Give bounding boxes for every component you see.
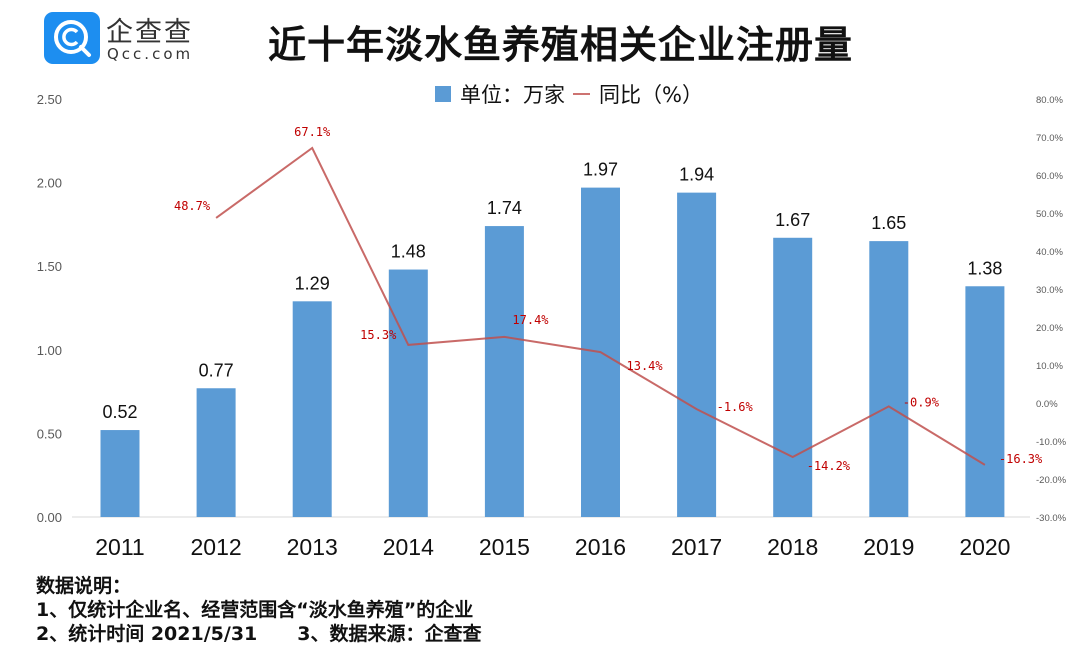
y-axis-tick-label: 2.50 <box>37 92 62 107</box>
yoy-data-label: -16.3% <box>999 452 1043 466</box>
chart-legend: 单位：万家 同比（%） <box>435 80 703 108</box>
notes-source: 3、数据来源：企查查 <box>297 623 482 645</box>
y2-axis-tick-label: 60.0% <box>1036 171 1063 182</box>
yoy-data-label: 48.7% <box>174 199 211 213</box>
legend-line-swatch <box>573 93 590 95</box>
yoy-data-label: 17.4% <box>512 313 549 327</box>
qcc-logo-icon <box>54 20 91 57</box>
y2-axis-tick-label: 40.0% <box>1036 247 1063 258</box>
legend-bar-label: 单位：万家 <box>460 83 565 107</box>
bar-data-label: 1.94 <box>679 165 714 185</box>
brand-name-en: Qcc.com <box>107 45 194 63</box>
bar-data-label: 0.77 <box>199 360 234 380</box>
y2-axis-tick-label: -10.0% <box>1036 437 1067 448</box>
data-notes: 数据说明： 1、仅统计企业名、经营范围含“淡水鱼养殖”的企业 2、统计时间 20… <box>36 574 482 646</box>
bar-data-label: 0.52 <box>102 402 137 422</box>
yoy-data-label: -14.2% <box>807 459 851 473</box>
y2-axis-tick-label: 80.0% <box>1036 95 1063 106</box>
y2-axis-tick-label: 20.0% <box>1036 323 1063 334</box>
x-axis-tick-label: 2011 <box>95 534 144 560</box>
x-axis-tick-label: 2013 <box>287 534 338 560</box>
yoy-data-label: 15.3% <box>360 328 397 342</box>
brand-name-cn: 企查查 <box>106 17 193 48</box>
bar <box>677 192 717 517</box>
yoy-data-label: -1.6% <box>717 400 754 414</box>
y2-axis-tick-label: 0.0% <box>1036 399 1058 410</box>
x-axis-tick-label: 2017 <box>671 534 722 560</box>
bar <box>484 226 524 517</box>
yoy-data-label: 67.1% <box>294 125 331 139</box>
y-axis-tick-label: 2.00 <box>37 176 62 191</box>
yoy-data-label: -0.9% <box>903 395 940 409</box>
x-axis-tick-label: 2018 <box>767 534 818 560</box>
y-axis-tick-label: 0.50 <box>37 426 62 441</box>
y2-axis-tick-label: 30.0% <box>1036 285 1063 296</box>
y2-axis-tick-label: -20.0% <box>1036 475 1067 486</box>
x-axis-tick-label: 2016 <box>575 534 626 560</box>
bar <box>773 237 813 517</box>
bar-data-label: 1.67 <box>775 210 810 230</box>
bar <box>100 430 140 517</box>
yoy-data-label: 13.4% <box>627 359 664 373</box>
x-axis-tick-label: 2020 <box>959 534 1010 560</box>
y-axis-tick-label: 1.50 <box>37 259 62 274</box>
y2-axis-tick-label: 10.0% <box>1036 361 1063 372</box>
notes-line-1: 1、仅统计企业名、经营范围含“淡水鱼养殖”的企业 <box>36 599 474 621</box>
bar <box>388 269 428 517</box>
x-axis-tick-label: 2014 <box>383 534 434 560</box>
notes-time: 2、统计时间 2021/5/31 <box>36 623 258 645</box>
x-axis-tick-label: 2012 <box>191 534 242 560</box>
bar <box>965 286 1005 517</box>
legend-bar-swatch <box>435 86 451 102</box>
bar <box>196 388 236 517</box>
bar <box>869 241 909 517</box>
notes-heading: 数据说明： <box>36 575 132 597</box>
bar <box>292 301 332 517</box>
legend-line-label: 同比（%） <box>599 83 703 107</box>
chart-title: 近十年淡水鱼养殖相关企业注册量 <box>268 23 854 67</box>
y-axis-tick-label: 0.00 <box>37 510 62 525</box>
bar-data-label: 1.65 <box>871 213 906 233</box>
x-axis-tick-label: 2019 <box>863 534 914 560</box>
y2-axis-tick-label: -30.0% <box>1036 513 1067 524</box>
brand-logo <box>44 12 100 64</box>
bar-data-label: 1.29 <box>295 273 330 293</box>
bar-data-label: 1.74 <box>487 198 522 218</box>
x-axis-tick-label: 2015 <box>479 534 530 560</box>
y2-axis-tick-label: 50.0% <box>1036 209 1063 220</box>
bar-data-label: 1.38 <box>967 258 1002 278</box>
y2-axis-tick-label: 70.0% <box>1036 133 1063 144</box>
yoy-line <box>215 146 986 466</box>
bar-data-label: 1.97 <box>583 160 618 180</box>
y-axis-tick-label: 1.00 <box>37 343 62 358</box>
notes-line-2: 2、统计时间 2021/5/31 3、数据来源：企查查 <box>36 622 482 646</box>
bar-data-label: 1.48 <box>391 242 426 262</box>
